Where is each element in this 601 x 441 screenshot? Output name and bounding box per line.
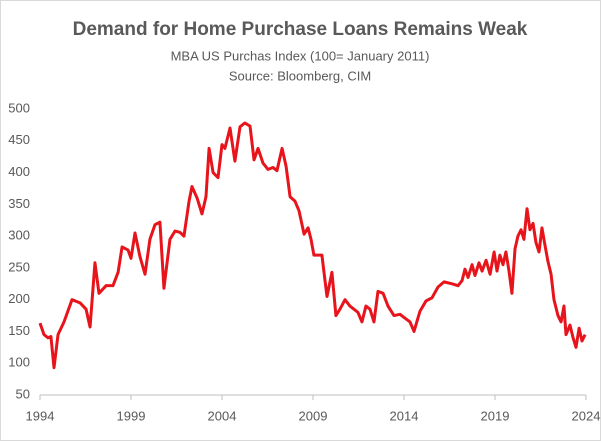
x-tick-label: 2004 <box>208 408 237 423</box>
chart-subtitle: MBA US Purchas Index (100= January 2011) <box>171 48 430 63</box>
x-tick-label: 2024 <box>572 408 601 423</box>
x-tick-label: 1999 <box>117 408 146 423</box>
y-tick-label: 300 <box>8 228 30 243</box>
x-tick-label: 2019 <box>481 408 510 423</box>
x-tick-label: 1994 <box>26 408 55 423</box>
x-tick-label: 2009 <box>299 408 328 423</box>
y-tick-label: 400 <box>8 164 30 179</box>
y-tick-label: 100 <box>8 355 30 370</box>
chart-title: Demand for Home Purchase Loans Remains W… <box>73 19 528 40</box>
y-tick-label: 500 <box>8 100 30 115</box>
y-tick-label: 150 <box>8 323 30 338</box>
x-tick-label: 2014 <box>390 408 419 423</box>
y-tick-label: 450 <box>8 132 30 147</box>
y-tick-label: 50 <box>16 386 30 401</box>
chart-subtitle: Source: Bloomberg, CIM <box>229 68 371 83</box>
y-tick-label: 250 <box>8 259 30 274</box>
y-tick-label: 350 <box>8 196 30 211</box>
y-tick-label: 200 <box>8 291 30 306</box>
data-line <box>38 121 587 370</box>
